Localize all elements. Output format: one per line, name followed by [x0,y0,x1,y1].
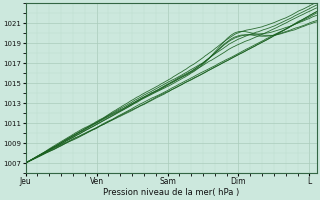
X-axis label: Pression niveau de la mer( hPa ): Pression niveau de la mer( hPa ) [103,188,239,197]
